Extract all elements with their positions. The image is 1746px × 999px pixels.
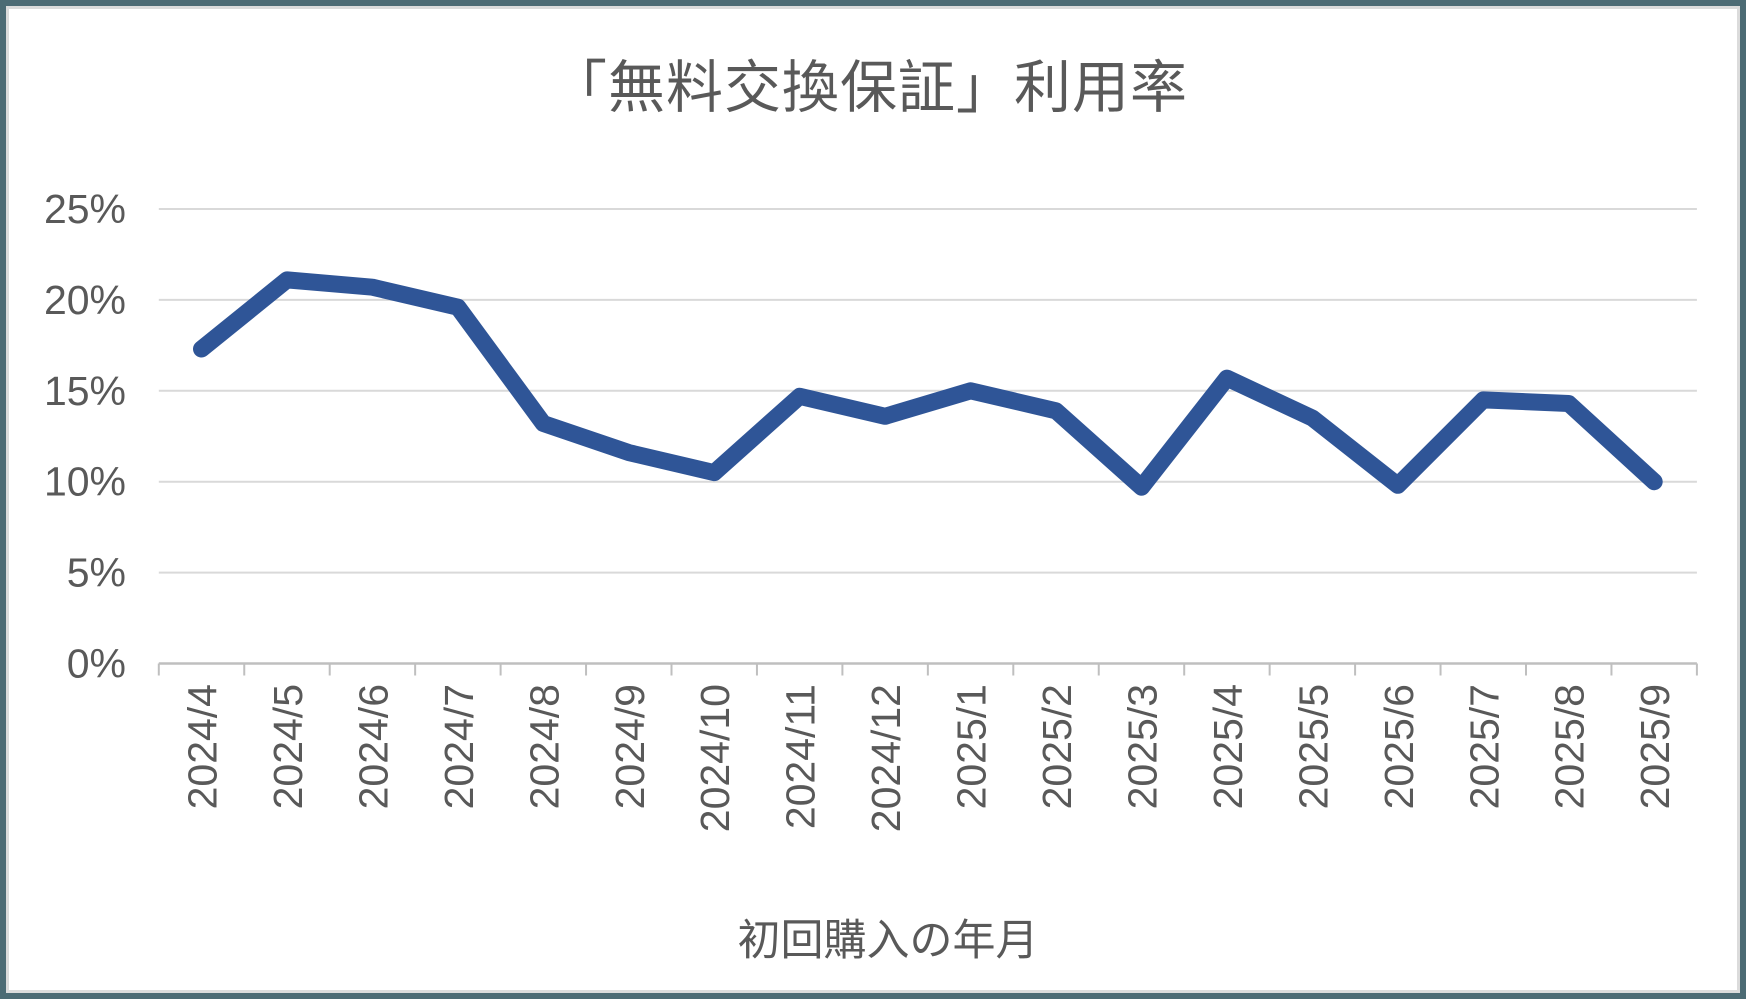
data-line — [193, 271, 1663, 496]
x-tick-label: 2025/2 — [1034, 684, 1080, 809]
x-tick-label: 2024/10 — [692, 684, 738, 832]
line-chart: 0%5%10%15%20%25% 2024/4 2024/5 2024/6 2024/… — [44, 186, 1698, 832]
x-tick-label: 2025/8 — [1547, 684, 1593, 809]
x-tick-label: 2025/4 — [1205, 684, 1251, 809]
y-tick-label: 15% — [44, 368, 126, 414]
x-tick-label: 2024/7 — [436, 684, 482, 809]
y-tick-label: 0% — [67, 641, 126, 687]
x-tick-label: 2024/9 — [607, 684, 653, 809]
y-tick-label: 5% — [67, 550, 126, 596]
x-tick-label: 2025/3 — [1119, 684, 1165, 809]
x-tick-label: 2025/5 — [1290, 684, 1336, 809]
x-tick-label: 2024/4 — [180, 684, 226, 809]
x-tick-label: 2024/11 — [778, 684, 824, 829]
x-tick-label: 2025/1 — [949, 684, 995, 809]
y-tick-label: 25% — [44, 186, 126, 232]
gridlines — [158, 208, 1697, 574]
chart-title: 「無料交換保証」利用率 — [550, 56, 1188, 120]
x-tick-label: 2024/12 — [863, 684, 909, 832]
y-axis-tick-labels: 0% 5% 10% 15% 20% 25% — [44, 186, 126, 687]
series-line — [193, 271, 1663, 496]
y-tick-label: 20% — [44, 277, 126, 323]
x-tick-label: 2025/9 — [1632, 684, 1678, 809]
x-axis-title: 初回購入の年月 — [737, 917, 1039, 965]
x-tick-label: 2025/7 — [1461, 684, 1507, 809]
x-tick-label: 2024/5 — [265, 684, 311, 809]
x-tick-label: 2024/8 — [521, 684, 567, 809]
y-tick-label: 10% — [44, 459, 126, 505]
x-axis-line — [157, 662, 1698, 676]
x-axis-tick-labels: 2024/4 2024/5 2024/6 2024/7 2024/8 2024/9 2024… — [180, 684, 1679, 832]
x-tick-label: 2025/6 — [1376, 684, 1422, 809]
x-tick-label: 2024/6 — [350, 684, 396, 809]
